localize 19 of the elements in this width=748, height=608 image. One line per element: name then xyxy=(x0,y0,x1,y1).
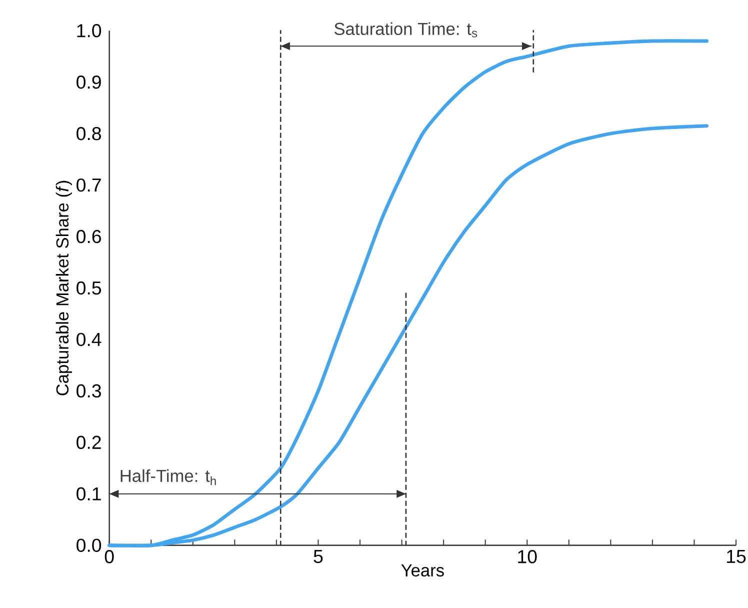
x-tick-label: 15 xyxy=(727,550,746,564)
annotation: Half-Time: t$_{h}$ xyxy=(120,469,216,486)
y-tick-label: 0.7 xyxy=(76,178,101,192)
x-tick-label: 5 xyxy=(314,550,323,564)
y-tick-label: 0.6 xyxy=(76,230,101,244)
y-tick-label: 0.5 xyxy=(76,281,101,295)
y-tick-label: 0.9 xyxy=(76,76,101,89)
annotation: Saturation Time: t$_{s}$ xyxy=(334,22,478,38)
x-tick-label: 0 xyxy=(104,550,114,564)
y-tick-label: 0.3 xyxy=(76,384,101,398)
y-tick-label: 0.4 xyxy=(76,332,102,346)
y-tick-label: 0.8 xyxy=(76,126,101,140)
y-axis-title: Capturable Market Share (f) xyxy=(56,180,72,396)
y-tick-label: 0.1 xyxy=(76,487,101,500)
x-axis-title: Years xyxy=(401,564,444,577)
y-tick-label: 0.0 xyxy=(76,538,102,552)
x-tick-label: 10 xyxy=(518,550,537,564)
y-tick-label: 1.0 xyxy=(77,24,102,38)
y-tick-label: 0.2 xyxy=(76,436,101,450)
